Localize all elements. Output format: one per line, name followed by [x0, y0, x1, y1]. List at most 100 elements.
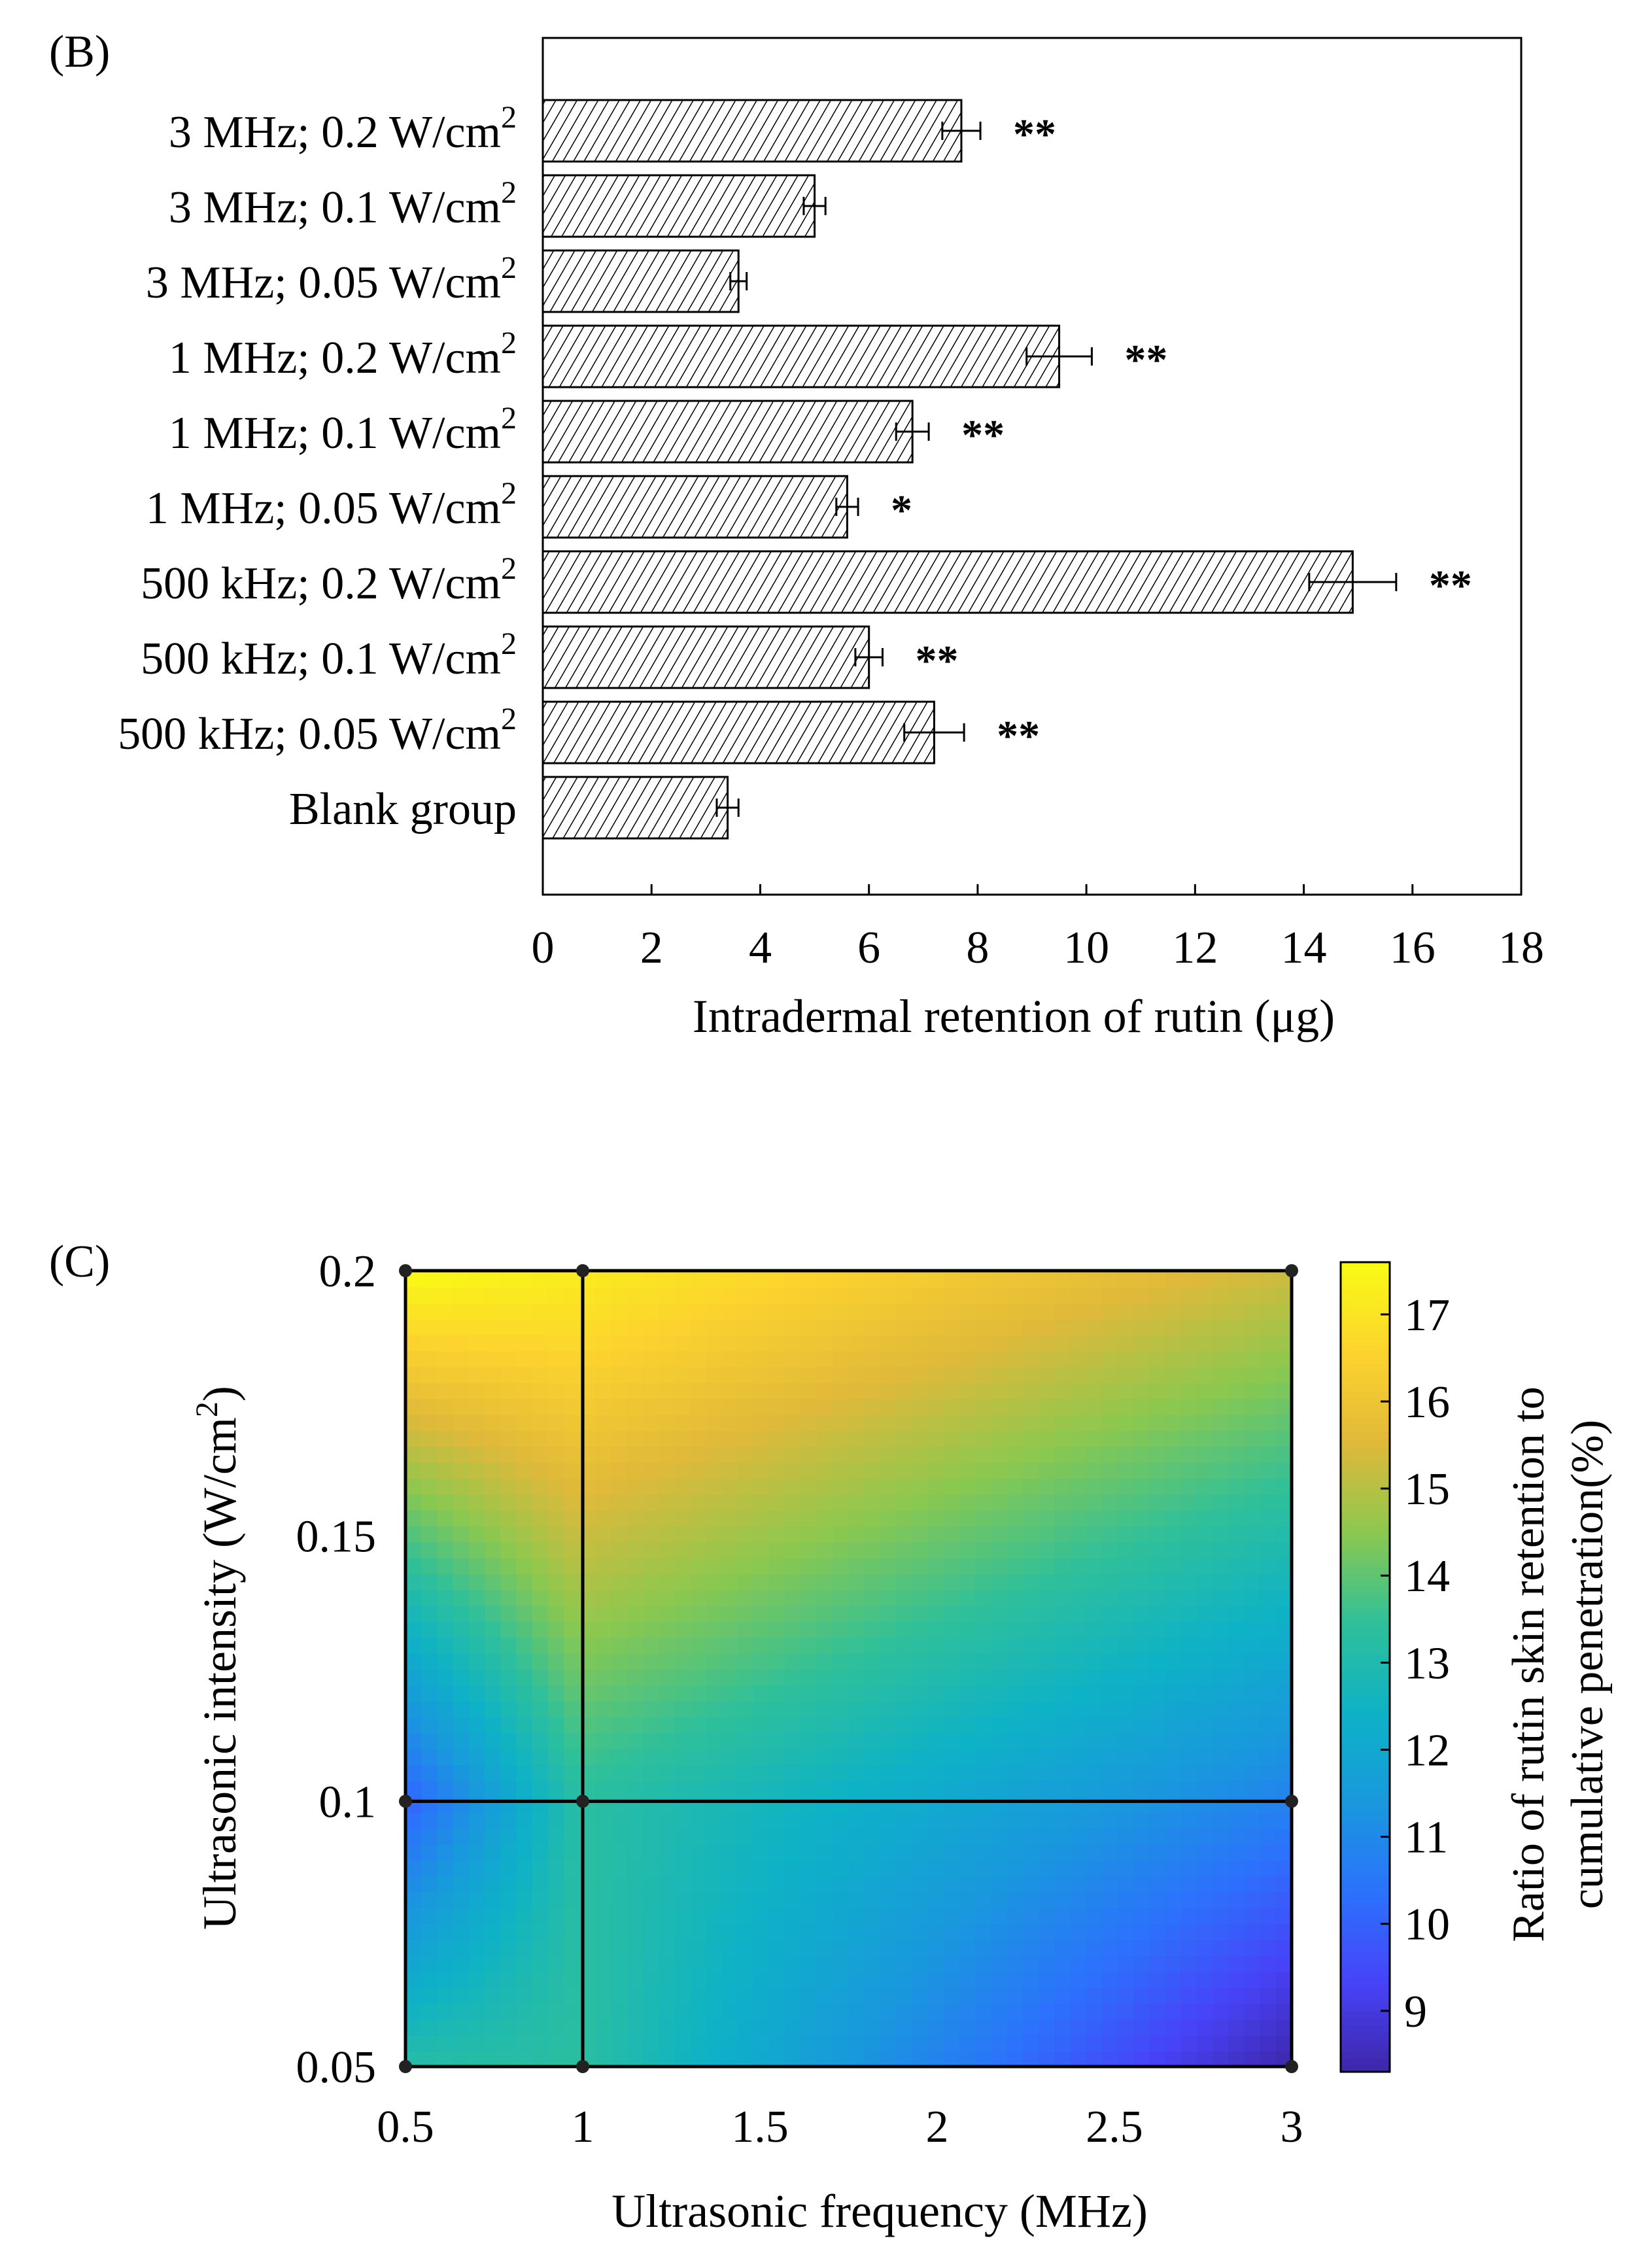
- heatmap-cell: [627, 1636, 644, 1654]
- heatmap-cell: [437, 1366, 455, 1383]
- heatmap-cell: [547, 2002, 565, 2020]
- heatmap-cell: [484, 1621, 502, 1638]
- heatmap-cell: [405, 1557, 422, 1574]
- heatmap-cell: [627, 1414, 644, 1431]
- heatmap-cell: [833, 1557, 850, 1574]
- heatmap-cell: [1007, 1477, 1024, 1495]
- heatmap-cell: [453, 1398, 470, 1415]
- heatmap-cell: [1228, 1271, 1245, 1288]
- heatmap-cell: [532, 1716, 549, 1734]
- colorbar-segment: [1341, 1289, 1390, 1297]
- heatmap-cell: [880, 1859, 897, 1877]
- heatmap-cell: [468, 1414, 486, 1431]
- heatmap-cell: [516, 1398, 534, 1415]
- heatmap-cell: [690, 1779, 708, 1797]
- heatmap-cell: [896, 1589, 913, 1606]
- heatmap-cell: [753, 1684, 771, 1702]
- heatmap-cell: [1086, 1605, 1103, 1622]
- heatmap-cell: [785, 2018, 802, 2036]
- heatmap-cell: [611, 1987, 628, 2004]
- heatmap-cell: [1244, 1668, 1262, 1686]
- heatmap-cell: [706, 1700, 723, 1718]
- heatmap-cell: [563, 1748, 581, 1766]
- heatmap-cell: [738, 1796, 755, 1813]
- heatmap-cell: [1133, 1541, 1150, 1558]
- heatmap-cell: [1213, 1366, 1230, 1383]
- heatmap-cell: [753, 1844, 771, 1861]
- heatmap-cell: [785, 1445, 802, 1463]
- heatmap-cell: [785, 1812, 802, 1829]
- heatmap-cell: [753, 1621, 771, 1638]
- heatmap-cell: [1133, 1955, 1150, 1972]
- heatmap-cell: [880, 1271, 897, 1288]
- x-tick-label: 18: [1498, 923, 1544, 973]
- colorbar-segment: [1341, 1275, 1390, 1284]
- heatmap-cell: [912, 1684, 929, 1702]
- heatmap-cell: [563, 1430, 581, 1447]
- y-tick-label: 0.05: [296, 2042, 377, 2093]
- heatmap-cell: [769, 1366, 787, 1383]
- heatmap-cell: [1149, 1732, 1166, 1749]
- colorbar-segment: [1341, 1761, 1390, 1769]
- heatmap-surface: [405, 1271, 1293, 2068]
- heatmap-cell: [848, 1557, 866, 1574]
- heatmap-cell: [800, 1541, 818, 1558]
- heatmap-cell: [1133, 1907, 1150, 1925]
- heatmap-cell: [912, 1668, 929, 1686]
- heatmap-cell: [1228, 1589, 1245, 1606]
- heatmap-cell: [959, 1891, 976, 1909]
- heatmap-cell: [1260, 1716, 1277, 1734]
- heatmap-cell: [1070, 1668, 1087, 1686]
- heatmap-cell: [721, 1445, 739, 1463]
- heatmap-cell: [1213, 1525, 1230, 1543]
- heatmap-cell: [405, 1859, 422, 1877]
- heatmap-cell: [563, 1955, 581, 1972]
- heatmap-cell: [547, 1445, 565, 1463]
- heatmap-cell: [1180, 1462, 1198, 1479]
- heatmap-cell: [721, 1334, 739, 1352]
- heatmap-cell: [532, 1366, 549, 1383]
- heatmap-cell: [1101, 1350, 1119, 1367]
- heatmap-cell: [1260, 1859, 1277, 1877]
- heatmap-cell: [753, 1286, 771, 1304]
- heatmap-cell: [1275, 1779, 1293, 1797]
- heatmap-cell: [659, 2002, 676, 2020]
- heatmap-cell: [1244, 1366, 1262, 1383]
- heatmap-cell: [1228, 1636, 1245, 1654]
- heatmap-cell: [642, 1653, 660, 1670]
- heatmap-cell: [611, 1748, 628, 1766]
- heatmap-cell: [1007, 1398, 1024, 1415]
- heatmap-cell: [690, 1748, 708, 1766]
- heatmap-cell: [674, 1302, 692, 1320]
- heatmap-cell: [769, 1764, 787, 1781]
- heatmap-cell: [959, 1350, 976, 1367]
- heatmap-cell: [912, 1970, 929, 1988]
- heatmap-cell: [659, 1445, 676, 1463]
- heatmap-cell: [943, 2018, 961, 2036]
- heatmap-cell: [817, 1445, 834, 1463]
- heatmap-cell: [405, 1302, 422, 1320]
- heatmap-cell: [975, 1286, 992, 1304]
- heatmap-cell: [833, 1573, 850, 1590]
- heatmap-cell: [500, 1382, 517, 1400]
- heatmap-cell: [817, 1700, 834, 1718]
- heatmap-cell: [405, 1477, 422, 1495]
- heatmap-cell: [1165, 1271, 1182, 1288]
- heatmap-cell: [1007, 1700, 1024, 1718]
- heatmap-cell: [927, 1700, 945, 1718]
- heatmap-cell: [453, 1796, 470, 1813]
- heatmap-cell: [1165, 1605, 1182, 1622]
- heatmap-cell: [595, 1907, 613, 1925]
- heatmap-cell: [721, 1636, 739, 1654]
- x-tick-label: 0.5: [377, 2102, 434, 2152]
- heatmap-cell: [943, 1684, 961, 1702]
- heatmap-cell: [627, 1589, 644, 1606]
- heatmap-cell: [547, 1477, 565, 1495]
- heatmap-cell: [896, 1684, 913, 1702]
- heatmap-cell: [1165, 2018, 1182, 2036]
- heatmap-cell: [1228, 1414, 1245, 1431]
- heatmap-cell: [880, 1477, 897, 1495]
- heatmap-cell: [959, 1286, 976, 1304]
- heatmap-cell: [468, 1859, 486, 1877]
- heatmap-cell: [991, 1398, 1008, 1415]
